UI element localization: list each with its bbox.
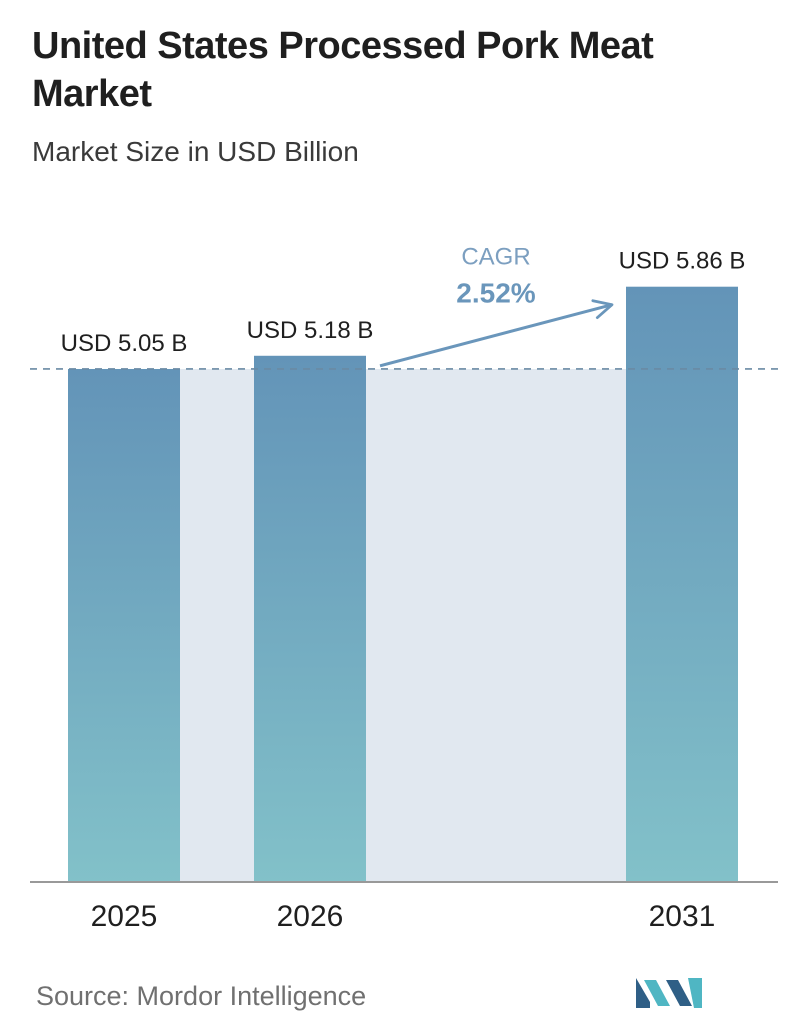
background-bands (180, 368, 626, 882)
background-band (366, 368, 626, 882)
x-tick-labels: 2025 2026 2031 (91, 900, 716, 933)
cagr-label: CAGR (461, 244, 530, 271)
chart-subtitle: Market Size in USD Billion (32, 136, 359, 167)
x-tick-label: 2025 (91, 900, 158, 933)
x-tick-label: 2026 (277, 900, 344, 933)
value-label: USD 5.05 B (61, 330, 188, 357)
mordor-intelligence-logo-icon (636, 978, 702, 1008)
bar-2031 (626, 286, 738, 882)
bar-2025 (68, 368, 180, 882)
cagr-value: 2.52% (456, 278, 535, 309)
chart-title: United States Processed Pork Meat Market (32, 25, 654, 115)
cagr-arrow (379, 299, 614, 368)
source-note: Source: Mordor Intelligence (36, 981, 367, 1011)
x-tick-label: 2031 (649, 900, 716, 933)
bar-2026 (254, 355, 366, 882)
value-label: USD 5.86 B (619, 248, 746, 275)
bars (68, 286, 738, 882)
value-labels: USD 5.05 B USD 5.18 B USD 5.86 B (61, 248, 746, 357)
background-band (180, 368, 254, 882)
value-label: USD 5.18 B (247, 317, 374, 344)
